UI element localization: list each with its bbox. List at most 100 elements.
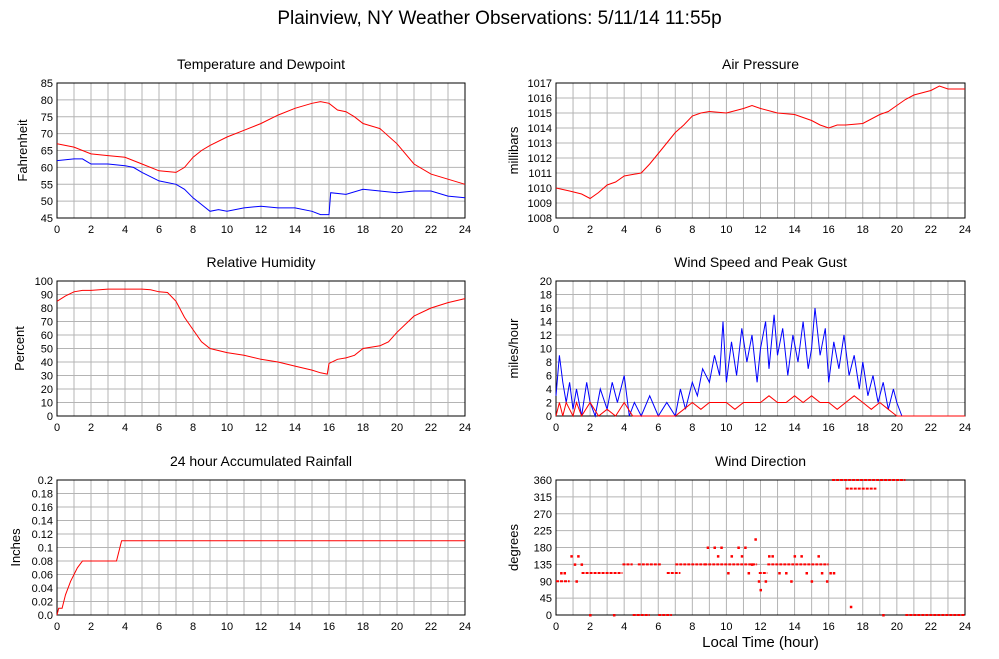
y-tick-label: 20 xyxy=(540,276,552,288)
y-tick-label: 0 xyxy=(47,411,53,423)
x-tick-label: 18 xyxy=(857,422,869,434)
y-tick-label: 1013 xyxy=(528,138,552,150)
x-tick-label: 6 xyxy=(156,422,162,434)
y-tick-label: 12 xyxy=(540,330,552,342)
direction-point xyxy=(575,580,578,583)
y-tick-label: 0.1 xyxy=(38,543,53,555)
x-tick-label: 4 xyxy=(122,621,128,633)
x-tick-label: 2 xyxy=(587,621,593,633)
direction-point xyxy=(589,614,592,617)
x-tick-label: 2 xyxy=(88,621,94,633)
x-tick-label: 10 xyxy=(720,224,732,236)
plot-frame xyxy=(56,82,466,219)
x-tick-label: 16 xyxy=(323,621,335,633)
series-line-1 xyxy=(56,101,466,185)
x-tick-label: 8 xyxy=(689,621,695,633)
direction-point xyxy=(740,555,744,558)
y-tick-label: 80 xyxy=(41,303,53,315)
y-tick-label: 0.2 xyxy=(38,475,53,487)
direction-point xyxy=(577,555,580,558)
y-tick-label: 1017 xyxy=(528,78,552,90)
direction-point xyxy=(706,546,710,549)
direction-point xyxy=(793,555,797,558)
x-tick-label: 4 xyxy=(621,621,627,633)
x-tick-label: 20 xyxy=(391,422,403,434)
x-tick-label: 10 xyxy=(720,422,732,434)
x-tick-label: 16 xyxy=(823,621,835,633)
chart-title: 24 hour Accumulated Rainfall xyxy=(170,453,352,469)
x-tick-label: 8 xyxy=(190,422,196,434)
x-tick-label: 12 xyxy=(754,621,766,633)
direction-point xyxy=(817,555,820,558)
y-tick-label: 8 xyxy=(546,357,552,369)
x-tick-label: 0 xyxy=(54,422,60,434)
page-title: Plainview, NY Weather Observations: 5/11… xyxy=(277,8,722,29)
direction-point xyxy=(747,572,751,575)
x-tick-label: 18 xyxy=(857,621,869,633)
y-axis-label: miles/hour xyxy=(506,318,521,379)
x-tick-label: 16 xyxy=(323,422,335,434)
chart-title: Temperature and Dewpoint xyxy=(177,56,345,72)
y-tick-label: 0.18 xyxy=(32,489,53,501)
y-tick-label: 50 xyxy=(41,196,53,208)
y-tick-label: 0.04 xyxy=(32,583,53,595)
x-tick-label: 0 xyxy=(553,224,559,236)
y-tick-label: 1011 xyxy=(528,168,552,180)
x-tick-label: 24 xyxy=(959,422,971,434)
y-axis-label: Percent xyxy=(12,326,27,371)
y-axis-label: Inches xyxy=(8,528,23,567)
x-tick-label: 12 xyxy=(255,621,267,633)
chart-title: Wind Direction xyxy=(715,453,806,469)
x-tick-label: 8 xyxy=(190,621,196,633)
x-tick-label: 20 xyxy=(391,224,403,236)
direction-point xyxy=(744,546,747,549)
series-line-2 xyxy=(56,158,466,216)
x-tick-label: 2 xyxy=(587,422,593,434)
direction-point xyxy=(764,580,768,583)
x-tick-label: 4 xyxy=(621,422,627,434)
y-tick-label: 0.16 xyxy=(32,502,53,514)
y-tick-label: 0.06 xyxy=(32,570,53,582)
y-tick-label: 60 xyxy=(41,330,53,342)
direction-point xyxy=(759,588,762,592)
y-tick-label: 1010 xyxy=(528,183,552,195)
x-tick-label: 14 xyxy=(289,621,301,633)
x-tick-label: 6 xyxy=(156,224,162,236)
y-tick-label: 70 xyxy=(41,317,53,329)
x-tick-label: 24 xyxy=(459,224,471,236)
x-tick-label: 16 xyxy=(323,224,335,236)
y-tick-label: 360 xyxy=(534,475,552,487)
x-tick-label: 8 xyxy=(190,224,196,236)
direction-point xyxy=(727,572,730,575)
x-tick-label: 4 xyxy=(122,224,128,236)
x-tick-label: 2 xyxy=(587,224,593,236)
x-tick-label: 20 xyxy=(891,224,903,236)
plot-frame xyxy=(555,280,966,417)
direction-point xyxy=(612,614,616,617)
direction-point xyxy=(563,572,567,575)
direction-point xyxy=(716,555,720,558)
direction-point xyxy=(580,563,584,566)
x-tick-label: 14 xyxy=(289,224,301,236)
x-tick-label: 10 xyxy=(221,621,233,633)
y-tick-label: 0.14 xyxy=(32,516,53,528)
x-tick-label: 22 xyxy=(925,422,937,434)
direction-point xyxy=(730,555,734,558)
direction-point xyxy=(713,546,716,549)
x-tick-label: 12 xyxy=(255,224,267,236)
y-tick-label: 180 xyxy=(534,543,552,555)
y-tick-label: 90 xyxy=(41,290,53,302)
plot-frame xyxy=(555,82,966,219)
x-tick-label: 4 xyxy=(621,224,627,236)
y-tick-label: 2 xyxy=(546,398,552,410)
x-tick-label: 24 xyxy=(959,224,971,236)
y-tick-label: 0.02 xyxy=(32,597,53,609)
y-tick-label: 1008 xyxy=(528,213,552,225)
x-tick-label: 16 xyxy=(823,422,835,434)
x-tick-label: 0 xyxy=(553,621,559,633)
